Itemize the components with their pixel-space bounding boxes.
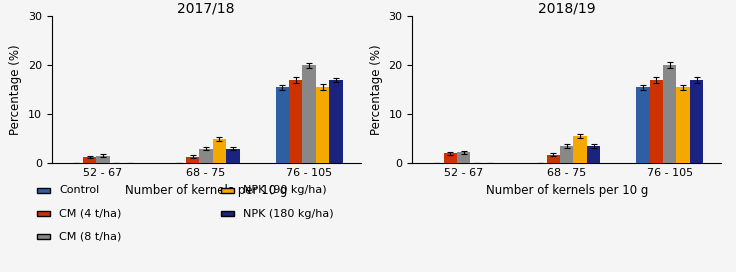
Bar [226,149,240,163]
Bar [650,80,663,163]
Bar [83,157,96,163]
Bar [547,155,560,163]
Bar [302,65,316,163]
Title: 2017/18: 2017/18 [177,1,235,15]
Bar [676,87,690,163]
Bar [573,136,587,163]
Bar [275,87,289,163]
Text: CM (8 t/ha): CM (8 t/ha) [59,232,121,242]
Bar [690,80,703,163]
Text: Control: Control [59,186,99,195]
Text: CM (4 t/ha): CM (4 t/ha) [59,209,121,218]
Bar [96,156,110,163]
Bar [329,80,342,163]
Bar [186,157,199,163]
Y-axis label: Percentage (%): Percentage (%) [369,44,383,135]
Bar [316,87,329,163]
X-axis label: Number of kernels per 10 g: Number of kernels per 10 g [125,184,287,197]
Bar [444,153,457,163]
Bar [663,65,676,163]
Bar [199,149,213,163]
X-axis label: Number of kernels per 10 g: Number of kernels per 10 g [486,184,648,197]
Bar [289,80,302,163]
Bar [457,152,470,163]
Bar [587,146,600,163]
Y-axis label: Percentage (%): Percentage (%) [9,44,22,135]
Title: 2018/19: 2018/19 [538,1,595,15]
Text: NPK (180 kg/ha): NPK (180 kg/ha) [243,209,333,218]
Bar [213,139,226,163]
Bar [636,87,650,163]
Bar [560,146,573,163]
Text: NPK (90 kg/ha): NPK (90 kg/ha) [243,186,327,195]
